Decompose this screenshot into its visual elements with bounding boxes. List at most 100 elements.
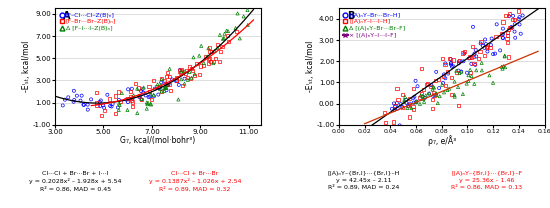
Point — [184, 78, 192, 82]
Point — [239, 15, 248, 18]
Point — [452, 69, 461, 72]
Point — [232, 30, 240, 33]
Point — [213, 46, 222, 50]
Point — [428, 98, 437, 101]
Point — [411, 103, 420, 106]
Point — [481, 42, 490, 46]
Point — [411, 79, 420, 83]
Point — [441, 84, 449, 87]
Point — [128, 87, 136, 90]
Point — [172, 76, 180, 80]
Point — [391, 105, 400, 108]
Point — [196, 64, 205, 68]
Point — [197, 44, 206, 48]
Point — [388, 107, 397, 110]
Point — [96, 99, 105, 102]
Point — [128, 100, 137, 104]
Point — [137, 97, 146, 101]
Point — [83, 103, 92, 106]
Point — [515, 15, 524, 19]
Point — [157, 90, 166, 94]
Point — [77, 94, 86, 97]
Point — [205, 62, 213, 65]
Point — [180, 82, 189, 85]
Point — [92, 90, 101, 94]
Point — [512, 52, 521, 55]
Point — [470, 52, 479, 55]
Point — [219, 36, 228, 40]
Point — [381, 121, 390, 124]
Point — [174, 98, 183, 101]
Point — [416, 104, 425, 107]
Point — [483, 50, 492, 53]
Text: Cl···Cl + Br···Br + I···I
y = 0.2028x² – 1.928x + 5.54
R² = 0.86, MAD = 0.45: Cl···Cl + Br···Br + I···I y = 0.2028x² –… — [29, 171, 122, 191]
Legend: [F–Cl···Cl–Z(B)ₙ], [F–Br···Br–Z(B)ₙ], Δ [F–I···I–Z(B)ₙ]: [F–Cl···Cl–Z(B)ₙ], [F–Br···Br–Z(B)ₙ], Δ … — [58, 11, 118, 33]
Point — [446, 57, 455, 61]
Point — [453, 88, 461, 91]
Point — [231, 26, 240, 30]
Point — [139, 91, 148, 94]
Point — [131, 82, 140, 85]
Point — [429, 85, 438, 88]
Point — [477, 40, 486, 43]
Point — [419, 88, 428, 91]
Point — [107, 105, 116, 108]
Point — [510, 30, 519, 33]
Point — [428, 98, 437, 101]
Point — [420, 100, 428, 104]
Point — [216, 33, 224, 37]
Point — [452, 71, 461, 74]
Point — [421, 94, 430, 97]
Point — [485, 70, 494, 73]
Point — [387, 108, 395, 112]
Point — [209, 61, 218, 65]
Point — [156, 87, 164, 91]
Point — [108, 102, 117, 106]
Point — [392, 108, 400, 111]
Point — [393, 112, 402, 115]
Point — [172, 79, 180, 82]
Point — [454, 62, 463, 65]
Point — [494, 62, 503, 66]
Point — [458, 87, 467, 90]
Point — [492, 62, 501, 65]
Point — [199, 64, 208, 67]
Point — [477, 61, 486, 64]
Point — [502, 63, 510, 67]
Point — [446, 92, 454, 95]
Point — [97, 114, 106, 117]
Point — [448, 76, 456, 79]
Point — [466, 80, 475, 83]
Point — [426, 85, 435, 88]
Point — [442, 84, 451, 88]
Point — [425, 92, 434, 95]
Point — [426, 102, 435, 105]
Point — [438, 83, 447, 86]
Point — [515, 23, 524, 26]
Point — [497, 32, 506, 36]
Point — [415, 96, 424, 99]
Point — [218, 37, 227, 40]
Point — [469, 45, 477, 48]
Point — [454, 85, 463, 89]
Point — [498, 27, 507, 30]
Point — [99, 104, 108, 107]
Point — [407, 106, 416, 110]
Point — [409, 105, 417, 108]
Point — [464, 79, 473, 83]
Point — [432, 93, 441, 97]
Point — [470, 55, 478, 58]
Point — [104, 97, 113, 101]
Point — [405, 103, 414, 106]
Point — [435, 99, 444, 103]
Point — [397, 103, 405, 106]
Point — [449, 65, 458, 68]
Point — [154, 93, 163, 96]
Point — [160, 87, 168, 90]
Point — [504, 60, 513, 63]
Point — [504, 28, 513, 32]
Point — [80, 103, 89, 106]
Point — [162, 86, 170, 90]
Point — [147, 103, 156, 106]
Point — [444, 90, 453, 93]
